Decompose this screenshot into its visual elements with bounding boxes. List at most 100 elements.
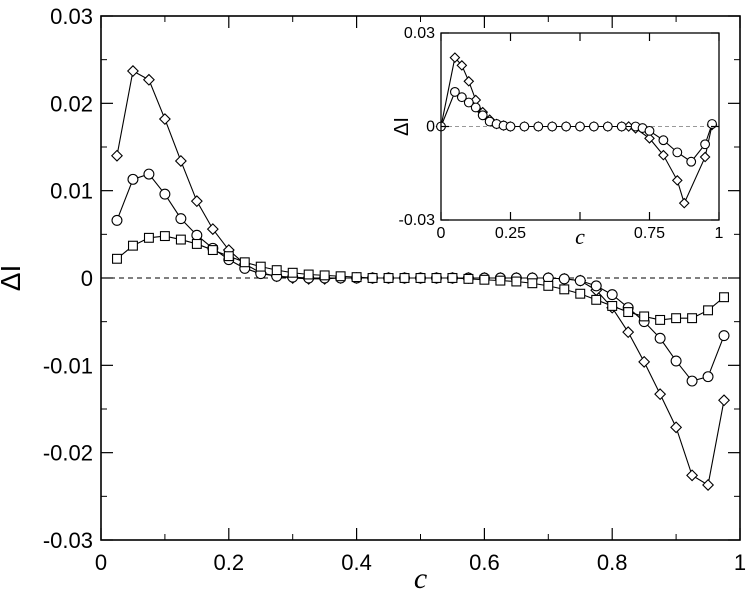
data-point-square xyxy=(127,240,138,251)
data-point-square xyxy=(671,313,682,324)
data-point-circle xyxy=(191,229,203,241)
main-x-tick-label: 0.4 xyxy=(341,550,372,575)
data-point-circle xyxy=(533,121,544,132)
data-point-circle xyxy=(575,121,585,132)
data-point-circle xyxy=(672,147,683,158)
data-point-diamond xyxy=(644,132,655,144)
data-point-square xyxy=(623,307,634,318)
inset-x-axis-label: c xyxy=(575,224,585,249)
data-point-circle xyxy=(686,156,697,167)
data-point-diamond xyxy=(110,149,123,162)
data-point-diamond xyxy=(658,149,669,161)
data-point-circle xyxy=(561,121,572,132)
data-point-circle xyxy=(686,375,698,387)
inset-y-tick-label: -0.03 xyxy=(399,212,436,229)
inset-x-tick-label: 0 xyxy=(437,225,446,242)
data-point-circle xyxy=(590,280,602,292)
data-point-circle xyxy=(159,188,171,200)
main-y-tick-label: 0.02 xyxy=(50,91,93,116)
data-point-circle xyxy=(477,110,488,121)
data-point-diamond xyxy=(456,60,468,71)
inset-x-tick-label: 0.25 xyxy=(495,225,526,242)
data-point-square xyxy=(303,269,314,280)
inset-x-tick-label: 0.75 xyxy=(634,225,665,242)
data-point-diamond xyxy=(174,154,187,167)
data-point-diamond xyxy=(206,223,219,236)
data-point-circle xyxy=(602,121,613,132)
data-point-square xyxy=(143,232,154,243)
data-point-circle xyxy=(558,273,570,285)
data-point-circle xyxy=(606,289,618,301)
data-point-diamond xyxy=(686,469,699,482)
main-x-tick-label: 0.8 xyxy=(597,550,628,575)
data-point-square xyxy=(479,274,490,285)
data-point-square xyxy=(511,276,522,287)
data-point-diamond xyxy=(671,175,683,186)
data-point-square xyxy=(431,273,442,283)
data-point-circle xyxy=(616,121,627,132)
data-point-circle xyxy=(111,214,123,226)
data-point-circle xyxy=(470,102,481,113)
data-point-square xyxy=(415,273,426,283)
data-point-square xyxy=(591,294,602,305)
data-point-diamond xyxy=(699,151,711,163)
data-point-square xyxy=(463,273,474,284)
main-y-tick-label: 0 xyxy=(81,266,93,291)
data-point-diamond xyxy=(190,195,203,208)
data-point-square xyxy=(687,313,698,324)
data-point-circle xyxy=(658,135,669,146)
data-point-square xyxy=(239,257,250,268)
inset-x-tick-label: 1 xyxy=(715,225,724,242)
data-point-circle xyxy=(143,168,155,180)
main-y-tick-label: 0.03 xyxy=(50,4,93,29)
data-point-square xyxy=(159,231,170,242)
main-x-tick-label: 0.2 xyxy=(214,550,245,575)
data-point-square xyxy=(271,265,282,276)
data-point-diamond xyxy=(463,75,475,87)
main-y-axis-label: ΔI xyxy=(0,265,26,291)
inset-y-tick-label: 0 xyxy=(426,119,435,136)
main-x-axis-label: c xyxy=(414,562,427,595)
data-point-circle xyxy=(519,121,530,132)
data-point-square xyxy=(655,314,666,325)
data-point-circle xyxy=(700,139,711,150)
data-point-diamond xyxy=(622,326,635,339)
main-y-tick-label: 0.01 xyxy=(50,179,93,204)
main-plot: 0 0.2 0.4 0.6 0.8 1 -0.03 -0.02 -0.01 0 0.01 0.02 0.… xyxy=(0,4,746,595)
data-point-square xyxy=(287,267,298,278)
inset-y-tick-label: 0.03 xyxy=(404,25,435,42)
data-point-square xyxy=(575,288,586,299)
data-point-diamond xyxy=(126,65,139,77)
main-x-tick-label: 1 xyxy=(734,550,746,575)
data-point-square xyxy=(543,280,554,291)
data-point-square xyxy=(175,234,186,245)
data-point-circle xyxy=(463,97,474,108)
data-point-square xyxy=(351,272,362,283)
data-point-circle xyxy=(574,275,586,287)
data-point-square xyxy=(112,253,122,264)
data-point-diamond xyxy=(142,73,155,86)
inset-y-axis-label: ΔI xyxy=(391,117,413,136)
main-x-tick-label: 0 xyxy=(95,550,107,575)
data-point-square xyxy=(639,311,650,322)
data-point-circle xyxy=(588,121,599,132)
data-point-square xyxy=(399,273,410,283)
data-point-circle xyxy=(456,92,467,103)
data-point-square xyxy=(255,261,266,272)
main-x-tick-label: 0.6 xyxy=(469,550,500,575)
data-point-diamond xyxy=(670,421,683,434)
data-point-square xyxy=(559,284,570,295)
data-point-square xyxy=(319,270,330,281)
data-point-square xyxy=(207,245,218,256)
data-point-circle xyxy=(505,121,516,132)
data-point-diamond xyxy=(702,479,715,491)
data-point-circle xyxy=(127,173,139,185)
data-point-diamond xyxy=(638,355,651,368)
data-point-circle xyxy=(670,355,682,367)
data-point-square xyxy=(335,271,346,282)
data-point-square xyxy=(191,238,202,249)
main-y-tick-label: -0.03 xyxy=(43,528,93,553)
data-point-circle xyxy=(449,86,460,97)
data-point-square xyxy=(495,275,506,286)
